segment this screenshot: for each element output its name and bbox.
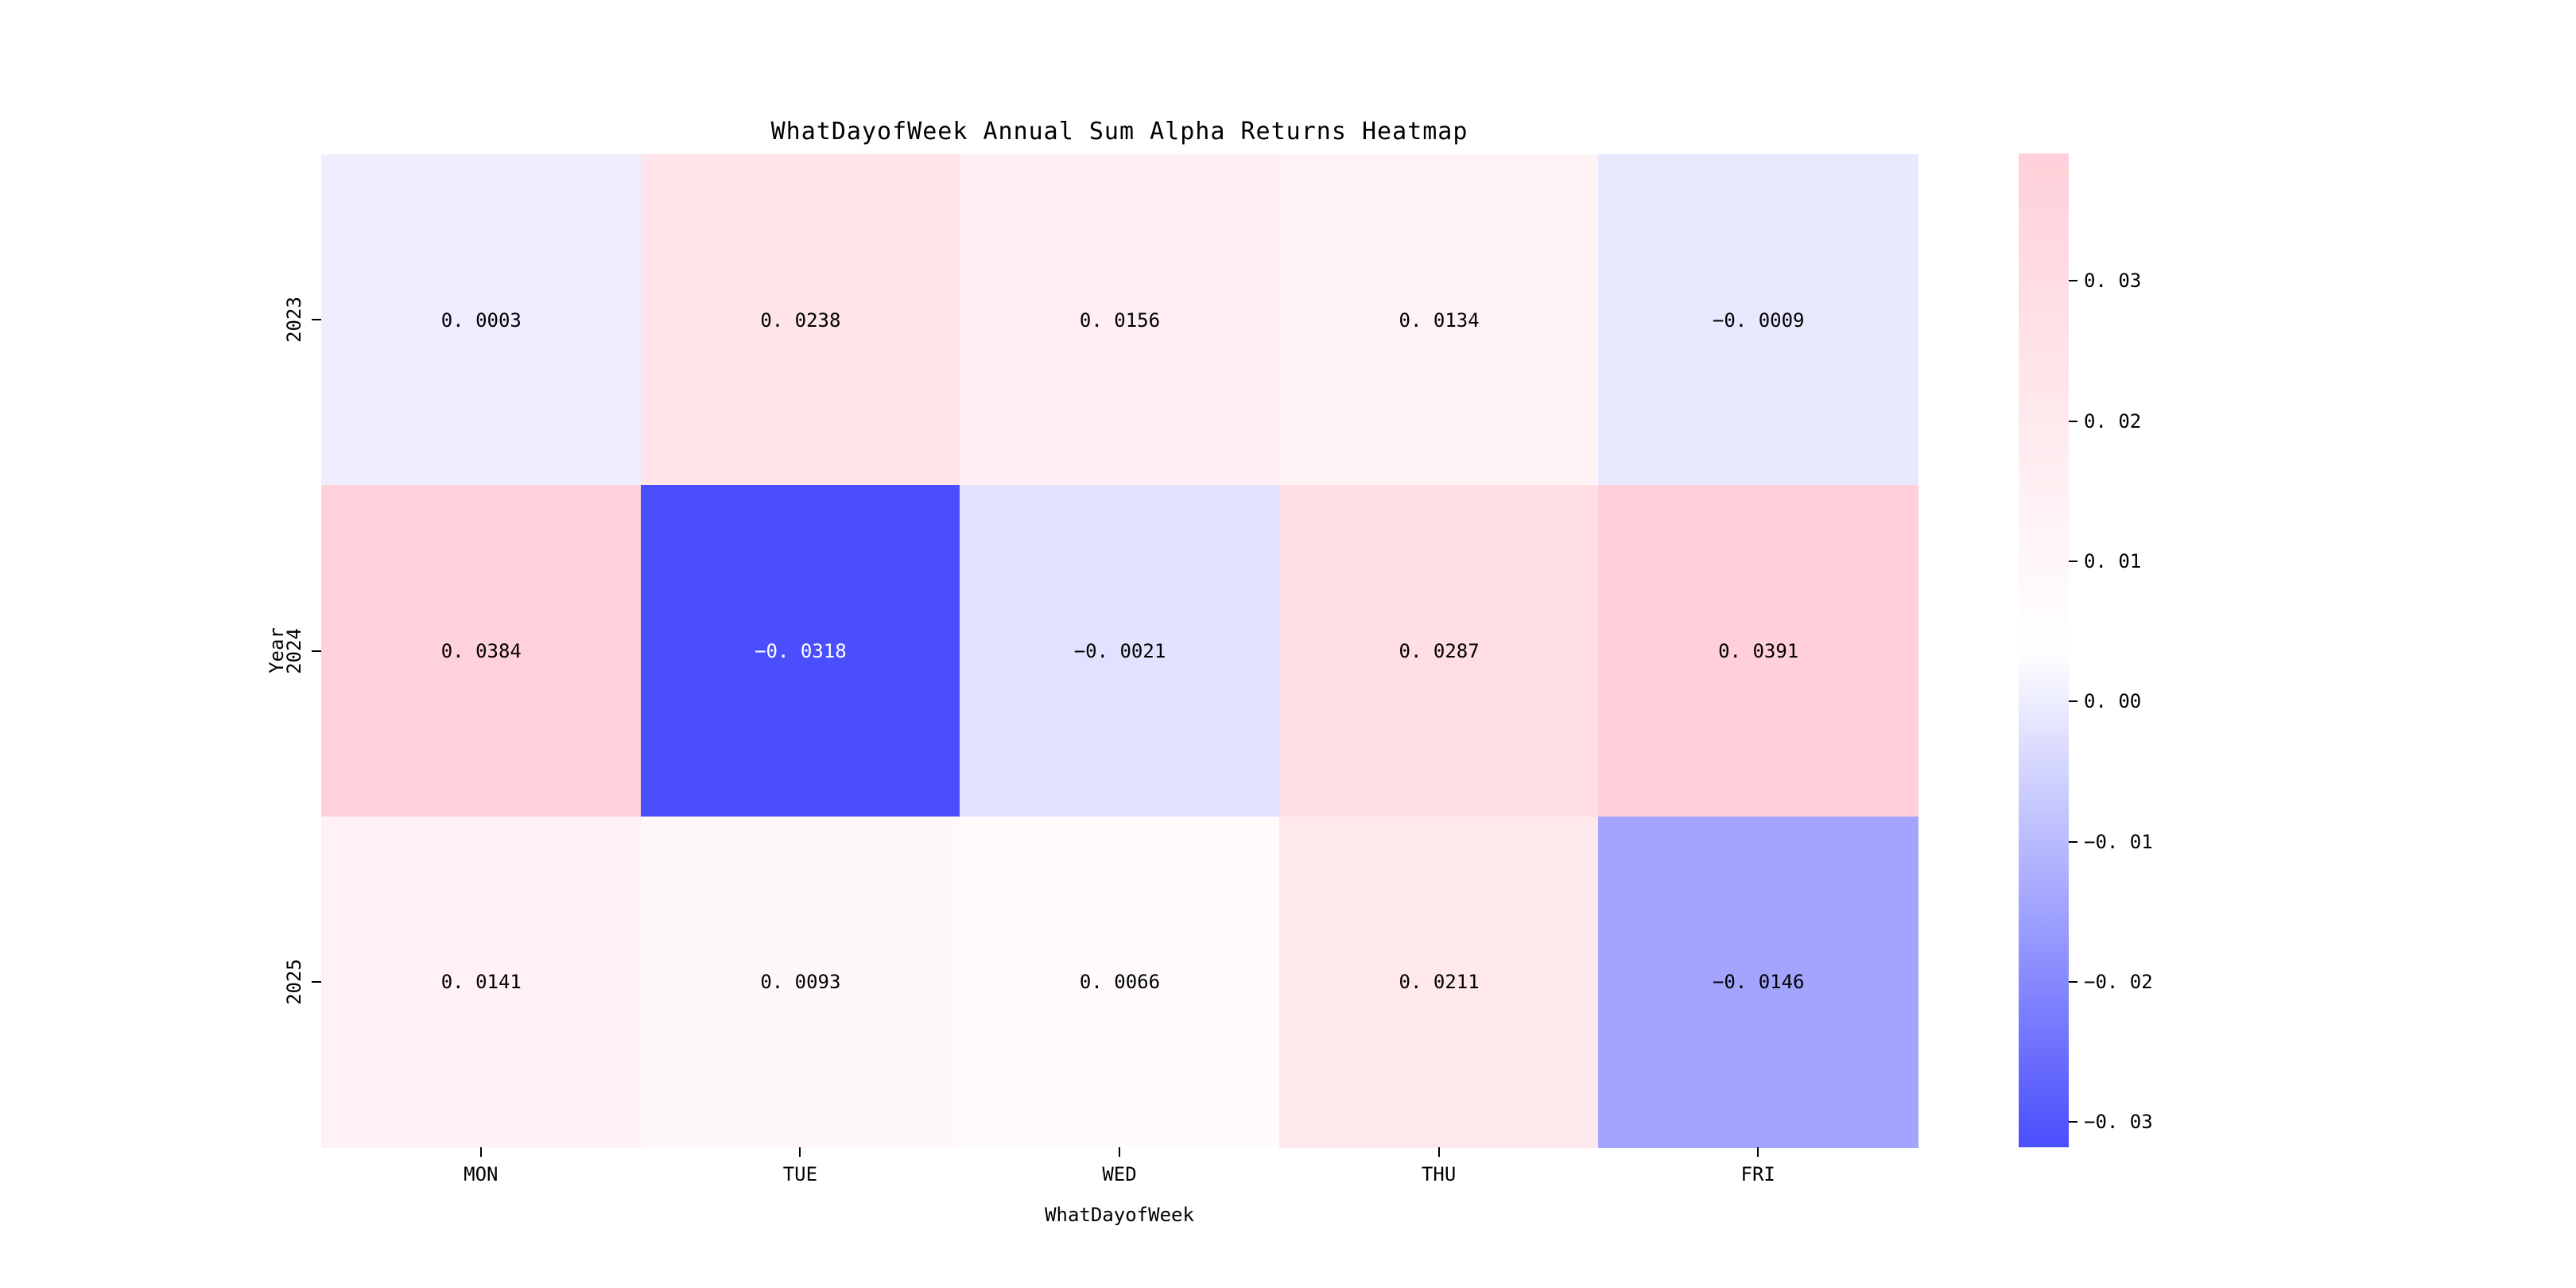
colorbar-tick-mark--0.03 [2069, 1121, 2077, 1123]
x-tick-label-THU: THU [1421, 1163, 1457, 1185]
colorbar-gradient [2019, 153, 2069, 1147]
colorbar-tick-label-0.02: 0. 02 [2084, 409, 2142, 433]
x-tick-mark-TUE [799, 1147, 801, 1157]
colorbar-tick-mark-0.02 [2069, 420, 2077, 422]
y-tick-label-2023: 2023 [283, 297, 305, 343]
colorbar-tick-label-0.01: 0. 01 [2084, 550, 2142, 573]
cell-value-2024-WED: −0. 0021 [1073, 639, 1166, 662]
x-axis-label: WhatDayofWeek [1045, 1204, 1194, 1226]
x-tick-mark-FRI [1757, 1147, 1759, 1157]
x-tick-mark-THU [1437, 1147, 1440, 1157]
colorbar-tick-label--0.01: −0. 01 [2084, 830, 2153, 853]
heatmap-cell-2023-FRI: −0. 0009 [1598, 154, 1918, 487]
heatmap-plot-area: 0. 0003 0. 0238 0. 0156 0. 0134 −0. 0009 0. 0… [321, 154, 1918, 1148]
heatmap-cell-2024-WED: −0. 0021 [960, 485, 1280, 817]
cell-value-2025-THU: 0. 0211 [1399, 971, 1480, 994]
x-tick-label-FRI: FRI [1740, 1163, 1775, 1185]
heatmap-cell-2023-THU: 0. 0134 [1278, 154, 1600, 487]
colorbar-tick-mark--0.01 [2069, 840, 2077, 843]
x-tick-label-MON: MON [464, 1163, 499, 1185]
colorbar-tick-mark-0.03 [2069, 280, 2077, 282]
y-tick-label-2024: 2024 [283, 627, 305, 674]
heatmap-cell-2024-FRI: 0. 0391 [1598, 485, 1918, 817]
cell-value-2023-WED: 0. 0156 [1079, 308, 1161, 332]
heatmap-cell-2024-TUE: −0. 0318 [640, 485, 961, 817]
cell-value-2025-FRI: −0. 0146 [1712, 971, 1805, 994]
y-tick-mark-2024 [312, 650, 321, 652]
cell-value-2024-MON: 0. 0384 [440, 639, 522, 662]
cell-value-2024-FRI: 0. 0391 [1718, 639, 1799, 662]
heatmap-cell-2025-TUE: 0. 0093 [640, 816, 961, 1148]
cell-value-2023-THU: 0. 0134 [1399, 308, 1480, 332]
cell-value-2025-WED: 0. 0066 [1079, 971, 1161, 994]
colorbar-tick-mark-0 [2069, 700, 2077, 703]
y-tick-label-2025: 2025 [283, 958, 305, 1005]
cell-value-2025-MON: 0. 0141 [440, 971, 522, 994]
cell-value-2024-TUE: −0. 0318 [755, 639, 847, 662]
cell-value-2025-TUE: 0. 0093 [760, 971, 841, 994]
colorbar-tick-mark-0.01 [2069, 561, 2077, 563]
y-tick-mark-2025 [312, 980, 321, 983]
cell-value-2023-TUE: 0. 0238 [760, 308, 841, 332]
colorbar-tick-label--0.02: −0. 02 [2084, 970, 2153, 993]
colorbar-tick-mark--0.02 [2069, 980, 2077, 983]
colorbar-tick-label-0: 0. 00 [2084, 690, 2142, 713]
heatmap-cell-2024-MON: 0. 0384 [321, 485, 642, 817]
heatmap-cell-2025-MON: 0. 0141 [321, 816, 642, 1148]
x-tick-mark-MON [479, 1147, 482, 1157]
y-tick-mark-2023 [312, 319, 321, 321]
x-tick-label-WED: WED [1102, 1163, 1137, 1185]
heatmap-cell-2023-MON: 0. 0003 [321, 154, 642, 487]
heatmap-cell-2023-WED: 0. 0156 [960, 154, 1280, 487]
x-tick-mark-WED [1119, 1147, 1120, 1157]
heatmap-cell-2023-TUE: 0. 0238 [640, 154, 961, 487]
cell-value-2023-FRI: −0. 0009 [1712, 308, 1805, 332]
colorbar-tick-label-0.03: 0. 03 [2084, 270, 2142, 293]
colorbar-tick-label--0.03: −0. 03 [2084, 1111, 2153, 1134]
heatmap-cell-2025-THU: 0. 0211 [1278, 816, 1600, 1148]
cell-value-2024-THU: 0. 0287 [1399, 639, 1480, 662]
heatmap-cell-2025-WED: 0. 0066 [960, 816, 1280, 1148]
heatmap-cell-2025-FRI: −0. 0146 [1598, 816, 1918, 1148]
cell-value-2023-MON: 0. 0003 [440, 308, 522, 332]
chart-title: WhatDayofWeek Annual Sum Alpha Returns H… [770, 118, 1468, 145]
heatmap-cell-2024-THU: 0. 0287 [1278, 485, 1600, 817]
x-tick-label-TUE: TUE [782, 1163, 818, 1185]
